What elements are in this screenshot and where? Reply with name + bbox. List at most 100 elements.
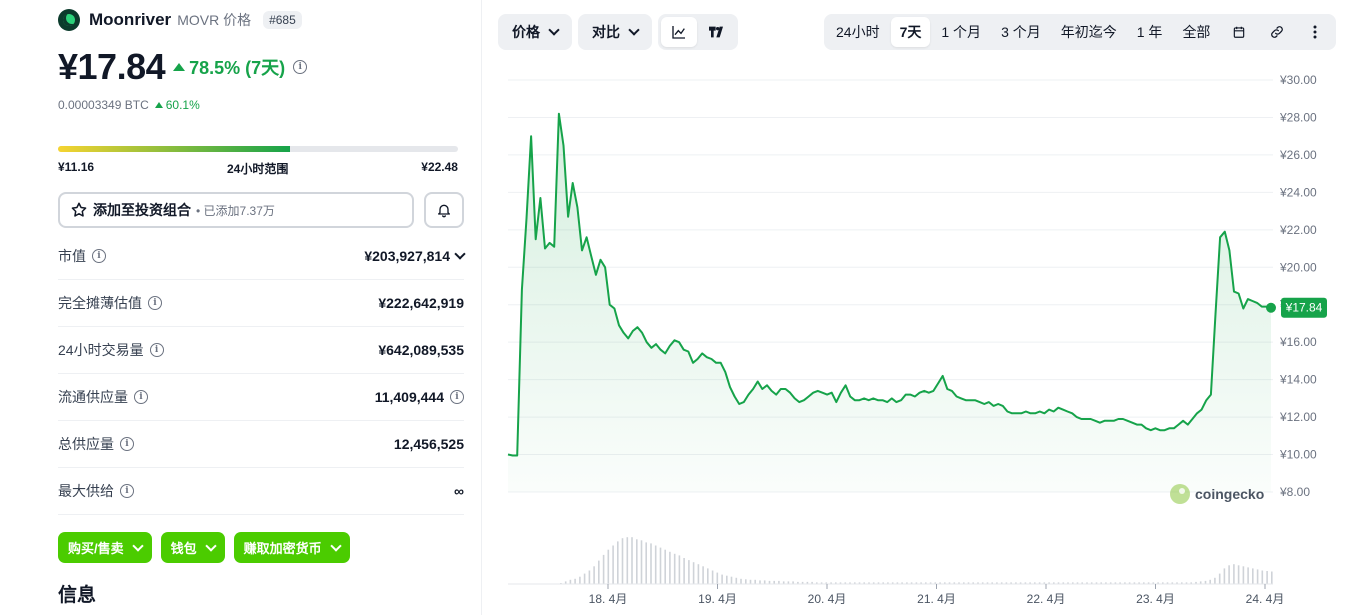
volume-bar [1256, 569, 1259, 584]
calendar-icon [1234, 26, 1245, 38]
compare-dropdown[interactable]: 对比 [578, 14, 652, 50]
stat-market-cap: 市值 i ¥203,927,814 [58, 233, 466, 280]
range-ytd[interactable]: 年初迄今 [1060, 24, 1117, 40]
volume-bar [636, 539, 638, 584]
y-tick-label: ¥24.00 [1279, 185, 1317, 199]
volume-bar [925, 582, 927, 584]
volume-bar [745, 579, 747, 584]
volume-bar [1048, 582, 1050, 584]
volume-bar [906, 582, 908, 584]
volume-bar [1076, 582, 1079, 584]
range-labels: ¥11.16 24小时范围 ¥22.48 [58, 160, 458, 177]
volume-bar [1128, 582, 1131, 584]
info-icon[interactable]: i [148, 296, 162, 310]
range-1m[interactable]: 1 个月 [941, 24, 982, 40]
range-all[interactable]: 全部 [1182, 24, 1211, 40]
tradingview-button[interactable] [699, 17, 735, 47]
stats-table: 市值 i ¥203,927,814 完全摊薄估值 i ¥222,642,919 24… [58, 233, 466, 515]
volume-bar [763, 580, 766, 584]
tradingview-icon [709, 26, 723, 38]
price-chart[interactable]: coingecko 18. 4月 19. 4月 20. 4月 21. 4月 22. 4月… [498, 60, 1360, 615]
current-price-dot [1266, 302, 1276, 313]
info-icon[interactable]: i [149, 343, 164, 357]
volume-bar [669, 551, 671, 584]
volume-bar [768, 580, 771, 584]
stat-label: 24小时交易量 [58, 342, 144, 358]
add-to-portfolio-label: 添加至投资组合 [93, 202, 191, 218]
range-high: ¥22.48 [421, 160, 458, 174]
volume-bar [797, 581, 799, 584]
action-buttons: 购买/售卖 钱包 赚取加密货币 [58, 532, 350, 563]
share-link-button[interactable] [1259, 17, 1295, 47]
chevron-down-icon[interactable] [454, 248, 466, 260]
volume-bar [1072, 582, 1074, 584]
volume-bar [1095, 582, 1098, 584]
stat-value: ¥642,089,535 [378, 342, 464, 358]
coin-name: Moonriver [89, 10, 172, 29]
volume-bar [574, 578, 576, 584]
volume-bar [1010, 582, 1012, 584]
range-3m[interactable]: 3 个月 [1001, 24, 1041, 40]
volume-bar [891, 582, 894, 584]
volume-bar [579, 576, 581, 584]
current-price: ¥17.84 [58, 46, 166, 87]
price-dropdown[interactable]: 价格 [498, 14, 572, 50]
info-icon[interactable]: i [134, 390, 148, 404]
volume-bar [816, 582, 818, 584]
range-label: 24小时范围 [226, 162, 289, 176]
volume-bar [820, 582, 823, 584]
volume-bar [673, 553, 676, 584]
volume-bar [564, 581, 567, 584]
volume-bar [683, 558, 685, 584]
volume-bar [1015, 582, 1017, 584]
link-icon [1271, 26, 1284, 38]
volume-bar [1109, 582, 1112, 584]
volume-bar [1005, 582, 1008, 584]
volume-bar [929, 582, 932, 584]
volume-bar [1053, 582, 1055, 584]
volume-bar [1105, 582, 1107, 584]
volume-bar [830, 582, 832, 584]
volume-bar [1185, 582, 1188, 584]
x-tick-label: 23. 4月 [1136, 592, 1175, 606]
y-tick-label: ¥8.00 [1279, 485, 1310, 499]
volume-bar [621, 538, 624, 584]
volume-bar [773, 580, 775, 584]
stat-label: 最大供给 [58, 483, 114, 499]
info-icon[interactable]: i [120, 437, 134, 451]
price-chart-svg: coingecko 18. 4月 19. 4月 20. 4月 21. 4月 22. 4月… [507, 73, 1327, 606]
calendar-button[interactable] [1221, 17, 1257, 47]
volume-bar [678, 555, 681, 584]
volume-bar [1147, 582, 1150, 584]
volume-bar [617, 541, 619, 584]
range-1y[interactable]: 1 年 [1136, 24, 1163, 40]
info-icon[interactable]: i [120, 484, 134, 498]
info-icon[interactable]: i [92, 249, 106, 263]
line-chart-button[interactable] [661, 17, 697, 47]
volume-bar [1067, 582, 1069, 584]
info-icon[interactable]: i [450, 390, 464, 404]
more-options-button[interactable] [1297, 17, 1333, 47]
coingecko-watermark: coingecko [1170, 484, 1264, 504]
range-7d[interactable]: 7天 [890, 17, 931, 47]
btc-change-value: 60.1% [165, 98, 200, 112]
info-icon[interactable]: i [293, 60, 308, 74]
volume-bar [711, 570, 714, 584]
buy-sell-button[interactable]: 购买/售卖 [58, 532, 152, 563]
volume-bar [934, 582, 937, 584]
volume-bar [901, 582, 903, 584]
rank-badge: #685 [263, 11, 302, 29]
add-to-portfolio-button[interactable]: 添加至投资组合 • 已添加7.37万 [58, 192, 414, 228]
stat-label: 流通供应量 [58, 389, 128, 405]
range-bar [58, 146, 458, 152]
volume-bar [735, 577, 738, 584]
up-arrow-icon [173, 63, 186, 71]
volume-bar [612, 545, 614, 584]
volume-bar [915, 582, 918, 584]
earn-crypto-button[interactable]: 赚取加密货币 [233, 532, 350, 563]
wallet-button[interactable]: 钱包 [160, 532, 225, 563]
range-24h[interactable]: 24小时 [836, 24, 880, 40]
volume-bar [1086, 582, 1088, 584]
price-alert-button[interactable] [424, 192, 464, 228]
range-low: ¥11.16 [58, 160, 95, 174]
